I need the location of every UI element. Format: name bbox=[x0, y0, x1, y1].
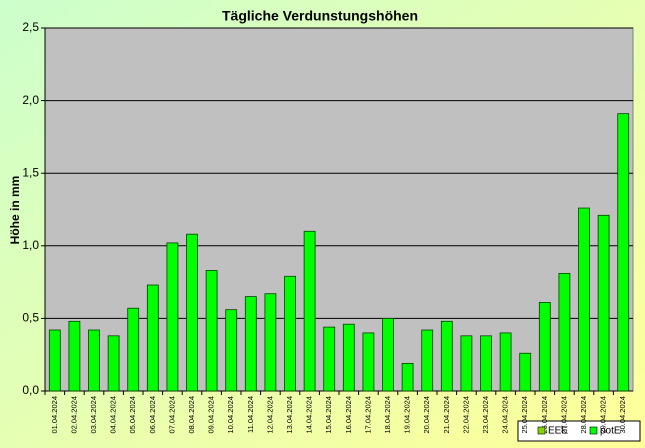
bar bbox=[558, 272, 571, 392]
x-tick-label: 01.04.2024 bbox=[50, 396, 59, 434]
bar bbox=[401, 363, 414, 392]
x-tick-label: 08.04.2024 bbox=[187, 396, 196, 434]
bar bbox=[323, 326, 336, 392]
y-tick-label: 0,5 bbox=[22, 311, 39, 325]
x-tick-label: 17.04.2024 bbox=[363, 396, 372, 434]
x-tick-label: 03.04.2024 bbox=[89, 396, 98, 434]
x-tick-label: 29.04.2024 bbox=[599, 396, 608, 434]
bar bbox=[460, 335, 473, 392]
x-tick-label: 19.04.2024 bbox=[403, 396, 412, 434]
bar bbox=[538, 302, 551, 392]
x-tick-label: 24.04.2024 bbox=[501, 396, 510, 434]
x-tick-label: 04.04.2024 bbox=[109, 396, 118, 434]
bar bbox=[519, 352, 532, 392]
bar bbox=[205, 270, 218, 392]
bar bbox=[166, 242, 179, 392]
x-tick-label: 12.04.2024 bbox=[265, 396, 274, 434]
x-tick-label: 02.04.2024 bbox=[69, 396, 78, 434]
bar bbox=[499, 332, 512, 392]
bar bbox=[440, 320, 453, 392]
bar bbox=[342, 323, 355, 392]
x-tick-label: 10.04.2024 bbox=[226, 396, 235, 434]
x-tick-label: 27.04.2024 bbox=[559, 396, 568, 434]
bar bbox=[146, 284, 159, 392]
bar bbox=[88, 329, 100, 392]
y-tick-label: 1,5 bbox=[22, 165, 39, 179]
x-tick-label: 23.04.2024 bbox=[481, 396, 490, 434]
legend bbox=[517, 420, 641, 442]
bar bbox=[244, 296, 257, 392]
bar bbox=[382, 317, 394, 392]
bar bbox=[617, 113, 630, 392]
x-tick-label: 16.04.2024 bbox=[344, 396, 353, 434]
bar bbox=[480, 335, 492, 392]
bar bbox=[225, 309, 238, 392]
legend-swatch bbox=[537, 426, 546, 435]
x-tick-label: 15.04.2024 bbox=[324, 396, 333, 434]
bar bbox=[68, 320, 81, 392]
bar bbox=[303, 230, 316, 392]
bar bbox=[284, 275, 296, 392]
x-tick-label: 28.04.2024 bbox=[579, 396, 588, 434]
bar bbox=[127, 307, 140, 392]
plot-area bbox=[44, 27, 634, 392]
x-tick-label: 25.04.2024 bbox=[520, 396, 529, 434]
legend-swatch bbox=[589, 426, 598, 435]
x-tick-label: 30.04.2024 bbox=[618, 396, 627, 434]
x-tick-label: 09.04.2024 bbox=[207, 396, 216, 434]
x-tick-label: 14.04.2024 bbox=[305, 396, 314, 434]
x-tick-label: 07.04.2024 bbox=[167, 396, 176, 434]
bar bbox=[578, 207, 590, 392]
bar bbox=[48, 329, 61, 392]
bar bbox=[107, 335, 120, 392]
y-axis-label: Höhe in mm bbox=[8, 176, 22, 245]
x-tick-label: 21.04.2024 bbox=[442, 396, 451, 434]
bar bbox=[362, 332, 375, 392]
y-tick-label: 0,0 bbox=[22, 383, 39, 397]
x-tick-label: 05.04.2024 bbox=[128, 396, 137, 434]
x-tick-label: 06.04.2024 bbox=[148, 396, 157, 434]
x-tick-label: 22.04.2024 bbox=[461, 396, 470, 434]
bar bbox=[421, 329, 434, 392]
y-tick-label: 2,0 bbox=[22, 93, 39, 107]
x-tick-label: 26.04.2024 bbox=[540, 396, 549, 434]
y-tick-label: 2,5 bbox=[22, 20, 39, 34]
chart-title: Tägliche Verdunstungshöhen bbox=[222, 8, 418, 24]
bar bbox=[597, 214, 610, 392]
x-tick-label: 13.04.2024 bbox=[285, 396, 294, 434]
legend-label: potE bbox=[600, 426, 621, 437]
bar bbox=[264, 293, 277, 392]
bar bbox=[186, 233, 198, 392]
y-tick-label: 1,0 bbox=[22, 238, 39, 252]
x-tick-label: 18.04.2024 bbox=[383, 396, 392, 434]
legend-label: EEE bbox=[548, 426, 568, 437]
x-tick-label: 11.04.2024 bbox=[246, 396, 255, 433]
x-tick-label: 20.04.2024 bbox=[422, 396, 431, 434]
